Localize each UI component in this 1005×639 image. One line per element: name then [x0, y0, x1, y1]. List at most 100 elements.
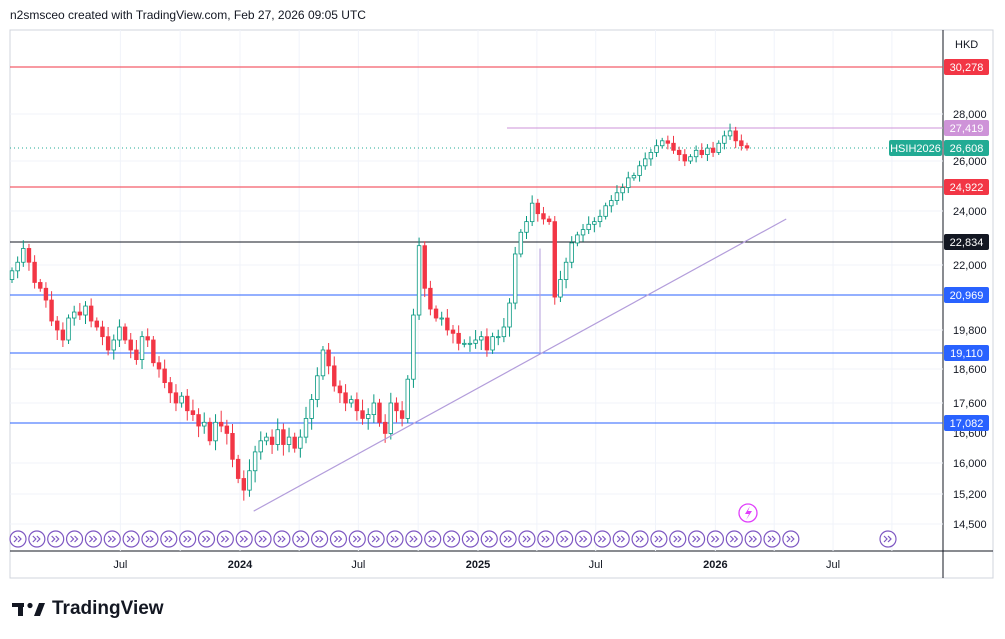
- dividend-event-icon[interactable]: [763, 530, 781, 548]
- x-tick-label: 2026: [703, 559, 727, 571]
- trendline[interactable]: [253, 218, 787, 512]
- dividend-event-icon[interactable]: [216, 530, 234, 548]
- candle-body: [609, 200, 614, 207]
- y-tick-label: 22,000: [953, 260, 987, 272]
- dividend-event-icon[interactable]: [879, 530, 897, 548]
- dividend-event-icon[interactable]: [273, 530, 291, 548]
- candle-body: [473, 339, 478, 344]
- dividend-event-icon[interactable]: [424, 530, 442, 548]
- price-tag: [944, 415, 989, 431]
- candle-body: [456, 332, 461, 344]
- dividend-event-icon[interactable]: [631, 530, 649, 548]
- dividend-event-icon[interactable]: [9, 530, 27, 548]
- candle-body: [60, 329, 66, 341]
- candle-body: [575, 234, 580, 244]
- candle-body: [94, 320, 100, 328]
- price-tag: [944, 120, 989, 136]
- candle-body: [185, 395, 190, 412]
- candle-body: [365, 414, 371, 419]
- dividend-event-icon[interactable]: [254, 530, 272, 548]
- dividend-event-icon[interactable]: [141, 530, 159, 548]
- dividend-event-icon[interactable]: [103, 530, 121, 548]
- dividend-event-icon[interactable]: [650, 530, 668, 548]
- dividend-event-icon[interactable]: [574, 530, 593, 548]
- dividend-event-icon[interactable]: [499, 530, 517, 548]
- dividend-event-icon[interactable]: [235, 530, 253, 548]
- candle-body: [190, 410, 196, 415]
- candle-body: [682, 154, 688, 162]
- candle-body: [433, 308, 439, 319]
- dividend-event-icon[interactable]: [687, 530, 706, 548]
- candle-body: [693, 149, 699, 158]
- dividend-event-icon[interactable]: [47, 530, 65, 548]
- dividend-event-icon[interactable]: [461, 530, 479, 548]
- tradingview-brand: TradingView: [52, 598, 164, 619]
- dividend-event-icon[interactable]: [122, 530, 140, 548]
- last-price-tag: [944, 140, 989, 156]
- candle-body: [145, 336, 150, 341]
- candle-body: [196, 414, 201, 427]
- candle-body: [156, 362, 162, 370]
- chart-frame: [9, 29, 994, 579]
- candle-body: [744, 145, 750, 149]
- dividend-event-icon[interactable]: [311, 530, 329, 548]
- dividend-event-icon[interactable]: [480, 530, 498, 548]
- candle-body: [349, 399, 354, 404]
- candle-body: [55, 320, 60, 331]
- price-tag-label: 19,110: [950, 348, 983, 360]
- dividend-event-icon[interactable]: [84, 530, 103, 548]
- price-tag: [944, 179, 989, 195]
- candle-body: [247, 470, 252, 491]
- dividend-event-icon[interactable]: [405, 530, 423, 548]
- y-tick-label: 15,200: [953, 489, 987, 501]
- candle-body: [399, 410, 405, 419]
- candle-body: [394, 402, 399, 412]
- price-tag: [944, 287, 989, 303]
- dividend-event-icon[interactable]: [706, 530, 725, 548]
- y-tick-label: 26,000: [953, 156, 987, 168]
- candle-body: [620, 187, 625, 194]
- candle-body: [439, 317, 444, 320]
- candle-body: [235, 458, 241, 479]
- candle-body: [281, 429, 286, 445]
- candle-body: [309, 399, 314, 419]
- y-tick-label: 18,600: [953, 364, 987, 376]
- candle-body: [258, 440, 263, 453]
- dividend-event-icon[interactable]: [348, 530, 366, 548]
- candle-body: [377, 402, 382, 423]
- chart-grid: [9, 29, 994, 579]
- dividend-event-icon[interactable]: [292, 530, 310, 548]
- candlestick-chart[interactable]: 28,000 26,000 24,000 22,000 19,800 18,600 17,6…: [0, 0, 1005, 590]
- candle-body: [303, 418, 309, 438]
- dividend-event-icon[interactable]: [518, 530, 536, 548]
- dividend-event-icon[interactable]: [197, 530, 216, 548]
- candle-body: [490, 336, 495, 351]
- symbol-tag[interactable]: [889, 140, 942, 156]
- dividend-event-icon[interactable]: [537, 530, 555, 548]
- dividend-event-icon[interactable]: [744, 530, 762, 548]
- candle-body: [139, 336, 145, 360]
- dividend-event-icon[interactable]: [329, 530, 348, 548]
- dividend-event-icon[interactable]: [386, 530, 404, 548]
- x-tick-label: Jul: [589, 559, 603, 571]
- dividend-event-icon[interactable]: [593, 530, 611, 548]
- earnings-event-icon[interactable]: [738, 503, 758, 523]
- candle-body: [88, 305, 94, 322]
- candle-body: [49, 299, 54, 322]
- candle-body: [315, 375, 320, 400]
- dividend-event-icon[interactable]: [725, 530, 743, 548]
- dividend-event-icon[interactable]: [367, 530, 385, 548]
- dividend-event-icon[interactable]: [669, 530, 687, 548]
- candle-body: [264, 436, 269, 442]
- dividend-event-icon[interactable]: [556, 530, 574, 548]
- dividend-event-icon[interactable]: [65, 530, 84, 548]
- dividend-event-icon[interactable]: [28, 530, 46, 548]
- tradingview-logo[interactable]: TradingView: [12, 598, 164, 620]
- dividend-event-icon[interactable]: [160, 530, 178, 548]
- dividend-event-icon[interactable]: [782, 530, 800, 548]
- dividend-event-icon[interactable]: [442, 530, 461, 548]
- dividend-event-icon[interactable]: [179, 530, 197, 548]
- candle-body: [360, 410, 365, 419]
- dividend-event-icon[interactable]: [612, 530, 630, 548]
- candle-body: [241, 478, 247, 491]
